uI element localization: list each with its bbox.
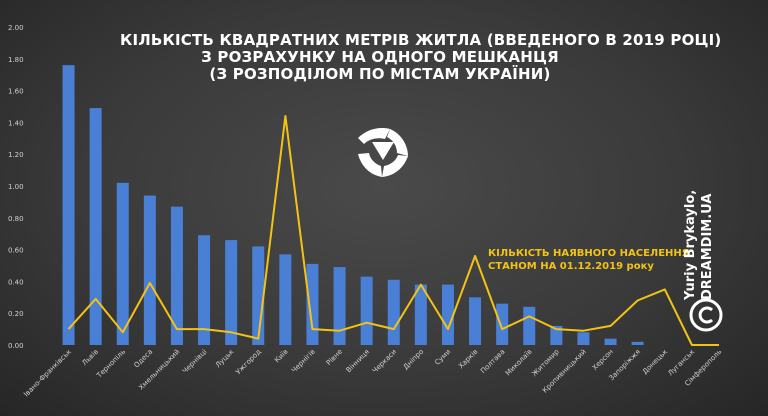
bar: [496, 303, 509, 345]
y-tick-label: 0.40: [8, 278, 24, 286]
bar: [279, 254, 292, 345]
x-tick-label: Донецьк: [641, 348, 669, 376]
population-label-line: КІЛЬКІСТЬ НАЯВНОГО НАСЕЛЕННЯ: [488, 248, 690, 259]
y-tick-label: 1.40: [8, 119, 24, 127]
copyright-icon: [687, 296, 725, 334]
chart-title: КІЛЬКІСТЬ КВАДРАТНИХ МЕТРІВ ЖИТЛА (ВВЕДЕ…: [120, 31, 722, 83]
y-tick-label: 1.20: [8, 151, 24, 159]
author-name: Yuriy Brykaylo,: [683, 189, 698, 300]
y-tick-label: 1.60: [8, 88, 24, 96]
x-tick-label: Дніпро: [402, 348, 426, 372]
x-tick-label: Чернівці: [181, 348, 209, 376]
x-tick-label: Харків: [457, 348, 480, 371]
author-credit: Yuriy Brykaylo, DREAMDIM.UA: [682, 180, 718, 300]
y-tick-label: 2.00: [8, 24, 24, 32]
x-tick-label: Ужгород: [234, 348, 262, 376]
y-tick-label: 0.00: [8, 342, 24, 350]
author-site: DREAMDIM.UA: [700, 193, 715, 300]
bar: [333, 267, 346, 345]
chart-title-line: КІЛЬКІСТЬ КВАДРАТНИХ МЕТРІВ ЖИТЛА (ВВЕДЕ…: [120, 31, 722, 49]
x-tick-label: Миколаїв: [504, 348, 534, 378]
x-tick-label: Одеса: [132, 348, 154, 370]
y-tick-label: 0.80: [8, 215, 24, 223]
x-tick-label: Львів: [81, 348, 101, 368]
bar: [414, 284, 427, 345]
y-tick-label: 1.80: [8, 56, 24, 64]
bar: [143, 195, 156, 345]
bar: [170, 206, 183, 345]
population-label-line: СТАНОМ НА 01.12.2019 року: [488, 261, 654, 272]
bar: [62, 65, 75, 345]
bar: [387, 279, 400, 345]
population-line-series: [67, 115, 719, 346]
bar: [441, 284, 454, 345]
population-line: [67, 115, 719, 346]
y-tick-label: 1.00: [8, 183, 24, 191]
bar: [116, 182, 129, 345]
chart-title-line: (З РОЗПОДІЛОМ ПО МІСТАМ УКРАЇНИ): [209, 65, 551, 83]
x-tick-label: Черкаси: [371, 348, 398, 375]
bar: [631, 341, 644, 345]
x-tick-label: Вінниця: [345, 348, 371, 374]
bar: [550, 325, 563, 345]
bar: [252, 246, 265, 345]
logo-icon: [352, 120, 414, 182]
bar: [523, 306, 536, 345]
y-tick-label: 0.60: [8, 247, 24, 255]
x-tick-label: Суми: [433, 348, 452, 367]
bar: [469, 297, 482, 345]
y-axis: 0.00 0.20 0.40 0.60 0.80 1.00 1.20 1.40 1.60 1.80…: [8, 24, 24, 350]
bar: [89, 108, 102, 345]
bar: [198, 235, 211, 345]
bar: [604, 338, 617, 345]
x-tick-label: Чернігів: [290, 348, 317, 375]
bar-series: [62, 65, 644, 345]
population-series-label: КІЛЬКІСТЬ НАЯВНОГО НАСЕЛЕННЯ СТАНОМ НА 0…: [488, 247, 690, 273]
x-tick-label: Івано-Франківськ: [22, 348, 73, 399]
x-tick-label: Херсон: [591, 348, 615, 372]
bar: [306, 263, 319, 345]
x-tick-label: Луцьк: [214, 348, 236, 370]
bar: [360, 276, 373, 345]
x-tick-label: Тернопіль: [95, 348, 128, 381]
x-tick-label: Полтава: [479, 348, 506, 375]
chart-title-line: З РОЗРАХУНКУ НА ОДНОГО МЕШКАНЦЯ: [201, 48, 559, 66]
bar: [225, 240, 238, 345]
y-tick-label: 0.20: [8, 310, 24, 318]
x-tick-label: Київ: [273, 348, 290, 365]
bar: [577, 332, 590, 345]
x-tick-label: Рівне: [325, 348, 344, 367]
